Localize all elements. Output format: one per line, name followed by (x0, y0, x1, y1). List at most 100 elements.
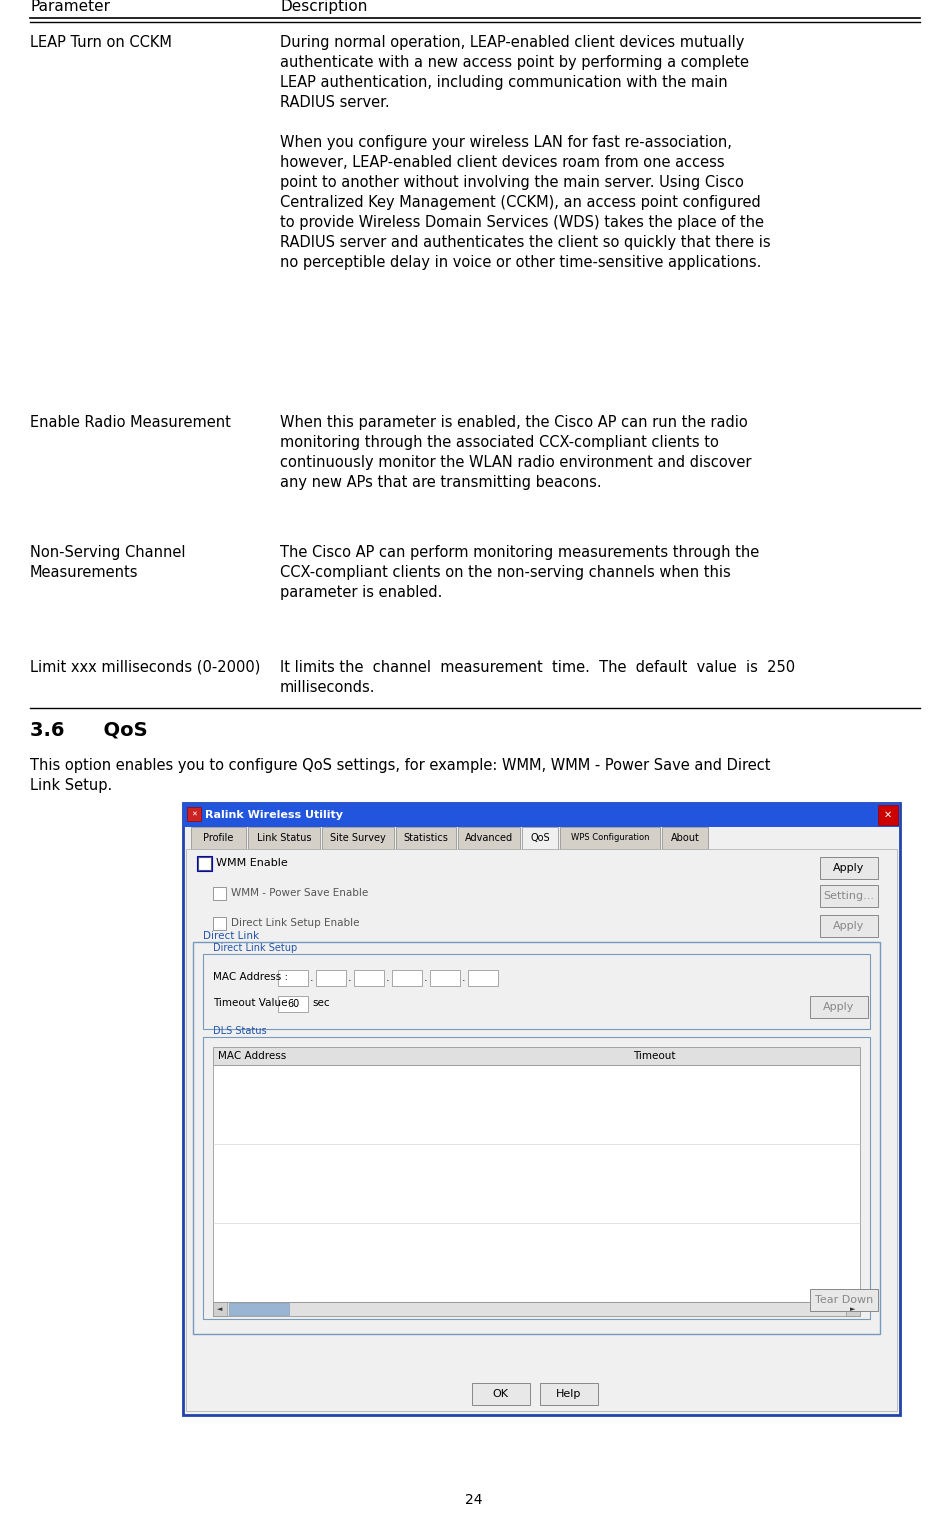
Text: Link Setup.: Link Setup. (30, 778, 113, 794)
Text: CCX-compliant clients on the non-serving channels when this: CCX-compliant clients on the non-serving… (280, 565, 731, 580)
Text: Apply: Apply (833, 922, 865, 931)
Bar (820, 916, 878, 937)
Text: .: . (386, 974, 389, 983)
Text: however, LEAP-enabled client devices roam from one access: however, LEAP-enabled client devices roa… (280, 156, 724, 169)
Bar (468, 971, 498, 986)
Text: Apply: Apply (823, 1003, 855, 1012)
Text: QoS: QoS (530, 833, 550, 842)
Text: Enable Radio Measurement: Enable Radio Measurement (30, 415, 231, 430)
Bar (213, 1302, 860, 1315)
Text: Setting...: Setting... (824, 891, 874, 900)
Text: Statistics: Statistics (403, 833, 449, 842)
Text: Site Survey: Site Survey (331, 833, 385, 842)
Text: Timeout Value :: Timeout Value : (213, 998, 295, 1009)
Text: Ralink Wireless Utility: Ralink Wireless Utility (205, 810, 343, 819)
Text: LEAP Turn on CCKM: LEAP Turn on CCKM (30, 35, 171, 50)
Bar (322, 827, 394, 848)
Text: any new APs that are transmitting beacons.: any new APs that are transmitting beacon… (280, 475, 601, 490)
Text: to provide Wireless Domain Services (WDS) takes the place of the: to provide Wireless Domain Services (WDS… (280, 215, 764, 230)
Text: When you configure your wireless LAN for fast re-association,: When you configure your wireless LAN for… (280, 134, 732, 150)
Bar (662, 827, 708, 848)
Text: The Cisco AP can perform monitoring measurements through the: The Cisco AP can perform monitoring meas… (280, 545, 759, 560)
Bar (820, 858, 878, 879)
Text: ►: ► (850, 1306, 856, 1312)
Bar (198, 858, 211, 870)
Text: RADIUS server and authenticates the client so quickly that there is: RADIUS server and authenticates the clie… (280, 235, 771, 250)
Text: continuously monitor the WLAN radio environment and discover: continuously monitor the WLAN radio envi… (280, 455, 752, 470)
Bar (810, 996, 868, 1018)
Bar (186, 848, 897, 1412)
Bar (191, 827, 246, 848)
Text: 3.6  QoS: 3.6 QoS (30, 720, 148, 739)
Text: .: . (348, 974, 351, 983)
Bar (430, 971, 460, 986)
Text: .: . (424, 974, 428, 983)
Bar (540, 1383, 598, 1405)
Text: MAC Address :: MAC Address : (213, 972, 288, 983)
Text: Timeout: Timeout (634, 1051, 676, 1061)
Text: LEAP authentication, including communication with the main: LEAP authentication, including communica… (280, 75, 727, 90)
Bar (316, 971, 346, 986)
Bar (213, 1065, 860, 1302)
Bar (203, 954, 870, 1029)
Text: Measurements: Measurements (30, 565, 138, 580)
Text: WMM Enable: WMM Enable (216, 858, 288, 868)
Bar (248, 827, 320, 848)
Text: no perceptible delay in voice or other time-sensitive applications.: no perceptible delay in voice or other t… (280, 255, 761, 270)
Bar (183, 803, 900, 1415)
Text: When this parameter is enabled, the Cisco AP can run the radio: When this parameter is enabled, the Cisc… (280, 415, 748, 430)
Text: During normal operation, LEAP-enabled client devices mutually: During normal operation, LEAP-enabled cl… (280, 35, 744, 50)
Text: About: About (670, 833, 700, 842)
Text: Direct Link Setup Enable: Direct Link Setup Enable (231, 919, 360, 928)
Text: Apply: Apply (833, 864, 865, 873)
Text: Parameter: Parameter (30, 0, 110, 14)
Text: ✕: ✕ (191, 810, 197, 816)
Bar (458, 827, 520, 848)
Text: MAC Address: MAC Address (218, 1051, 286, 1061)
Bar (197, 856, 212, 871)
Text: milliseconds.: milliseconds. (280, 681, 376, 694)
Bar (213, 1047, 860, 1065)
Text: Advanced: Advanced (465, 833, 513, 842)
Bar (229, 1303, 289, 1315)
Text: Centralized Key Management (CCKM), an access point configured: Centralized Key Management (CCKM), an ac… (280, 195, 760, 211)
Bar (203, 1038, 870, 1318)
Text: Description: Description (280, 0, 367, 14)
Bar (392, 971, 422, 986)
Text: Direct Link: Direct Link (203, 931, 259, 942)
Text: Direct Link Setup: Direct Link Setup (213, 943, 297, 954)
Bar (278, 996, 308, 1012)
Bar (522, 827, 558, 848)
Text: .: . (310, 974, 313, 983)
Text: It limits the  channel  measurement  time.  The  default  value  is  250: It limits the channel measurement time. … (280, 661, 795, 674)
Bar (354, 971, 384, 986)
Text: 60: 60 (287, 1000, 299, 1009)
Bar (820, 885, 878, 906)
Text: 24: 24 (465, 1492, 482, 1508)
Bar (560, 827, 660, 848)
Bar (213, 917, 226, 929)
Bar (278, 971, 308, 986)
Bar (213, 1302, 227, 1315)
Bar (472, 1383, 529, 1405)
Bar (187, 807, 201, 821)
Text: monitoring through the associated CCX-compliant clients to: monitoring through the associated CCX-co… (280, 435, 719, 450)
Text: ◄: ◄ (217, 1306, 223, 1312)
Bar (810, 1289, 878, 1311)
Bar (183, 803, 900, 827)
Text: Limit xxx milliseconds (0-2000): Limit xxx milliseconds (0-2000) (30, 661, 260, 674)
Text: sec: sec (312, 998, 330, 1009)
Bar (846, 1302, 860, 1315)
Text: This option enables you to configure QoS settings, for example: WMM, WMM - Power: This option enables you to configure QoS… (30, 758, 771, 774)
Text: Non-Serving Channel: Non-Serving Channel (30, 545, 186, 560)
Text: RADIUS server.: RADIUS server. (280, 95, 389, 110)
Bar (213, 887, 226, 900)
Bar (878, 806, 898, 826)
Text: authenticate with a new access point by performing a complete: authenticate with a new access point by … (280, 55, 749, 70)
Text: Profile: Profile (204, 833, 234, 842)
Text: parameter is enabled.: parameter is enabled. (280, 584, 442, 600)
Text: Link Status: Link Status (257, 833, 312, 842)
Bar (396, 827, 456, 848)
Text: point to another without involving the main server. Using Cisco: point to another without involving the m… (280, 175, 744, 191)
Text: WPS Configuration: WPS Configuration (571, 833, 650, 842)
